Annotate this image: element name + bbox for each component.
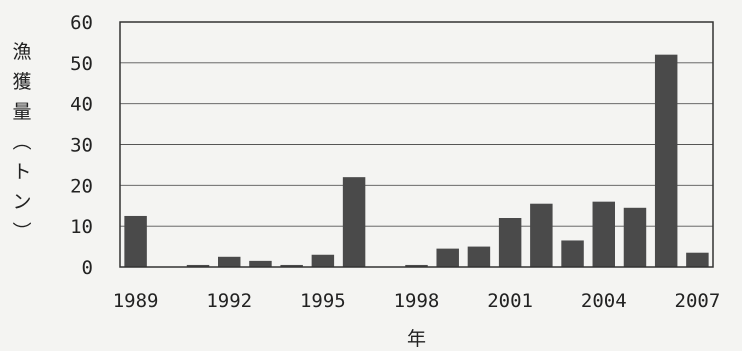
x-tick-label: 2004	[581, 290, 627, 312]
x-tick-label: 1989	[113, 290, 159, 312]
y-axis-label-char: 漁	[12, 41, 31, 63]
bar-2006	[654, 54, 678, 267]
y-axis-label-char: ン	[12, 191, 31, 213]
y-axis-label-char: ト	[12, 161, 31, 183]
bar-1989	[124, 215, 147, 267]
y-tick-label: 40	[70, 94, 93, 116]
bar-1996	[342, 177, 366, 267]
y-tick-label: 20	[70, 175, 93, 197]
plot-frame	[119, 21, 714, 268]
x-tick-label: 2007	[675, 290, 721, 312]
y-axis-label-char: （	[10, 131, 32, 150]
bar-2007	[686, 252, 709, 267]
bars	[124, 54, 709, 267]
bar-2001	[498, 218, 522, 267]
y-axis-label: 漁獲量 （ トン ）	[10, 41, 32, 241]
bar-1995	[311, 254, 335, 267]
bar-1998	[405, 264, 428, 267]
bar-2000	[467, 246, 491, 267]
y-axis-label-char: ）	[10, 221, 32, 240]
bar-2003	[561, 240, 584, 267]
x-axis-label: 年	[407, 328, 426, 350]
y-tick-label: 60	[70, 12, 93, 34]
y-tick-label: 10	[70, 216, 93, 238]
x-axis-ticks: 1989 1992 1995 1998 2001 2004 2007	[113, 290, 721, 312]
bar-2004	[592, 201, 615, 267]
y-tick-label: 50	[70, 53, 93, 75]
x-tick-label: 1992	[206, 290, 252, 312]
bar-2002	[530, 203, 553, 267]
x-tick-label: 1995	[300, 290, 346, 312]
bar-2005	[623, 207, 647, 267]
y-axis-ticks: 0 10 20 30 40 50 60	[70, 12, 93, 279]
y-tick-label: 30	[70, 135, 93, 157]
y-tick-label: 0	[82, 257, 93, 279]
x-tick-label: 2001	[487, 290, 533, 312]
bar-1993	[249, 260, 272, 267]
bar-1999	[436, 248, 459, 267]
bar-1992	[218, 256, 241, 267]
y-axis-label-char: 量	[12, 101, 31, 123]
bar-1991	[186, 264, 210, 267]
bar-1994	[280, 264, 303, 267]
y-axis-label-char: 獲	[12, 71, 31, 93]
x-tick-label: 1998	[394, 290, 440, 312]
gridlines	[120, 62, 713, 227]
